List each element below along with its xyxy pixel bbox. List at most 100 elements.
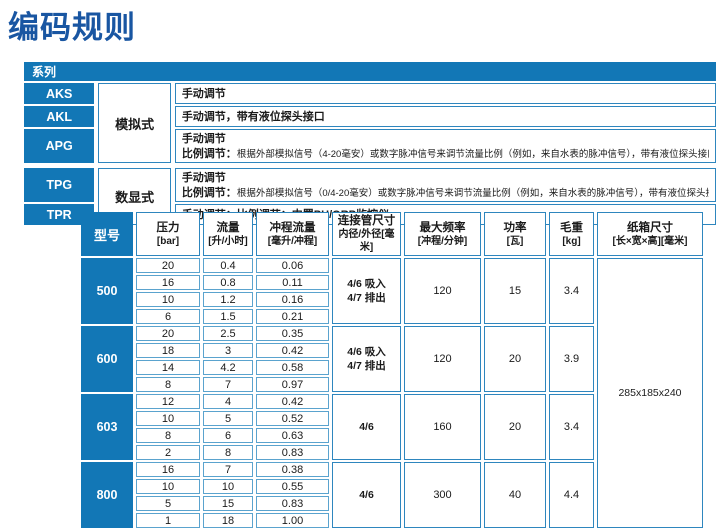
spec-power-800: 40: [484, 462, 546, 528]
series-description-line: 手动调节: [182, 170, 709, 185]
spec-connection-603: 4/6: [332, 394, 401, 460]
spec-connection-600: 4/6 吸入 4/7 排出: [332, 326, 401, 392]
spec-stroke-volume-value: 0.21: [256, 309, 329, 324]
spec-header-row: 型号 压力 [bar] 流量 [升/小时] 冲程流量 [毫升/冲程] 连接管尺寸 内径/外径[毫…: [81, 212, 703, 256]
spec-pressure-value: 16: [136, 462, 200, 477]
spec-flow-value: 1.2: [203, 292, 253, 307]
spec-pressure-value: 1: [136, 513, 200, 528]
series-row: TPG 数显式 手动调节 比例调节：根据外部模拟信号（0/4-20毫安）或数字脉冲信号…: [24, 168, 716, 225]
spec-col-unit: [冲程/分钟]: [417, 235, 468, 247]
spec-gross-weight-800: 4.4: [549, 462, 594, 528]
series-code-tpg: TPG: [24, 168, 95, 202]
series-description: 手动调节，带有液位探头接口: [174, 106, 716, 127]
spec-connection-line: 4/6: [359, 421, 374, 433]
series-description: 手动调节 比例调节：根据外部模拟信号（4-20毫安）或数字脉冲信号来调节流量比例（…: [174, 129, 716, 163]
page-title: 编码规则: [8, 10, 136, 45]
spec-stroke-volume-value: 0.97: [256, 377, 329, 392]
spec-carton-size: 285x185x240: [597, 258, 703, 528]
spec-connection-line: 4/7 排出: [347, 360, 386, 372]
spec-col-unit: [长×宽×高][毫米]: [612, 235, 688, 247]
spec-flow-value: 7: [203, 462, 253, 477]
spec-data-row: 18 3 0.42: [81, 343, 703, 358]
series-description-text: 手动调节，带有液位探头接口: [181, 111, 325, 123]
spec-pressure-value: 8: [136, 377, 200, 392]
spec-stroke-volume-value: 0.58: [256, 360, 329, 375]
series-description: 手动调节: [174, 83, 716, 104]
series-row: AKL 手动调节，带有液位探头接口: [24, 106, 716, 127]
spec-flow-value: 15: [203, 496, 253, 511]
spec-power-603: 20: [484, 394, 546, 460]
spec-data-row: 8 7 0.97: [81, 377, 703, 392]
spec-col-header-stroke-volume: 冲程流量 [毫升/冲程]: [256, 212, 329, 256]
spec-flow-value: 0.4: [203, 258, 253, 273]
spec-data-row: 5 15 0.83: [81, 496, 703, 511]
series-description-text: 比例调节：: [181, 187, 237, 199]
spec-data-row: 10 1.2 0.16: [81, 292, 703, 307]
series-description-line: 手动调节，带有液位探头接口: [182, 109, 709, 124]
spec-data-row: 6 1.5 0.21: [81, 309, 703, 324]
spec-stroke-volume-value: 0.06: [256, 258, 329, 273]
spec-pressure-value: 6: [136, 309, 200, 324]
spec-pressure-value: 12: [136, 394, 200, 409]
spec-stroke-volume-value: 0.16: [256, 292, 329, 307]
series-section-header: 系列: [24, 62, 716, 81]
spec-flow-value: 8: [203, 445, 253, 460]
spec-col-unit: [升/小时]: [208, 235, 248, 247]
series-description-text: 手动调节: [181, 172, 226, 184]
series-description-text: 手动调节: [181, 133, 226, 145]
spec-flow-value: 7: [203, 377, 253, 392]
spec-col-unit: [kg]: [562, 235, 581, 247]
spec-stroke-volume-value: 1.00: [256, 513, 329, 528]
spec-stroke-volume-value: 0.11: [256, 275, 329, 290]
spec-pressure-value: 18: [136, 343, 200, 358]
spec-connection-500: 4/6 吸入 4/7 排出: [332, 258, 401, 324]
spec-flow-value: 1.5: [203, 309, 253, 324]
spec-max-frequency-500: 120: [404, 258, 481, 324]
spec-pressure-value: 2: [136, 445, 200, 460]
spec-data-row: 2 8 0.83: [81, 445, 703, 460]
spec-flow-value: 4.2: [203, 360, 253, 375]
spec-flow-value: 2.5: [203, 326, 253, 341]
spec-stroke-volume-value: 0.38: [256, 462, 329, 477]
spec-power-500: 15: [484, 258, 546, 324]
spec-model-600: 600: [81, 326, 133, 392]
spec-col-title: 纸箱尺寸: [627, 221, 673, 234]
spec-model-603: 603: [81, 394, 133, 460]
series-code-aks: AKS: [24, 83, 95, 104]
series-description: 手动调节 比例调节：根据外部模拟信号（0/4-20毫安）或数字脉冲信号来调节流量比…: [174, 168, 716, 202]
spec-pressure-value: 8: [136, 428, 200, 443]
series-description-line: 比例调节：根据外部模拟信号（0/4-20毫安）或数字脉冲信号来调节流量比例（例如…: [182, 185, 709, 200]
spec-data-row: 8 6 0.63: [81, 428, 703, 443]
spec-flow-value: 4: [203, 394, 253, 409]
spec-col-title: 毛重: [560, 221, 583, 234]
spec-stroke-volume-value: 0.83: [256, 445, 329, 460]
spec-table: 型号 压力 [bar] 流量 [升/小时] 冲程流量 [毫升/冲程] 连接管尺寸 内径/外径[毫…: [78, 210, 706, 530]
series-description-line: 比例调节：根据外部模拟信号（4-20毫安）或数字脉冲信号来调节流量比例（例如，来…: [182, 146, 709, 161]
series-table: 系列 AKS 模拟式 手动调节 AKL 手动调节，带有液位探头接口 APG 手动调节 比例调节：…: [20, 60, 720, 227]
spec-pressure-value: 20: [136, 258, 200, 273]
spec-data-row: 600 20 2.5 0.35 4/6 吸入 4/7 排出 120 20 3.9: [81, 326, 703, 392]
spec-data-row: 10 5 0.52: [81, 411, 703, 426]
spec-pressure-value: 10: [136, 292, 200, 307]
spec-flow-value: 0.8: [203, 275, 253, 290]
series-row: AKS 模拟式 手动调节: [24, 83, 716, 163]
series-description-text: 手动调节: [181, 88, 226, 100]
spec-col-unit: 内径/外径[毫米]: [338, 229, 395, 253]
spec-col-header-power: 功率 [瓦]: [484, 212, 546, 256]
spec-connection-line: 4/6: [359, 489, 374, 501]
spec-stroke-volume-value: 0.83: [256, 496, 329, 511]
spec-col-unit: [bar]: [156, 235, 180, 247]
spec-data-row: 10 10 0.55: [81, 479, 703, 494]
spec-stroke-volume-value: 0.63: [256, 428, 329, 443]
spec-stroke-volume-value: 0.35: [256, 326, 329, 341]
spec-pressure-value: 20: [136, 326, 200, 341]
spec-model-800: 800: [81, 462, 133, 528]
series-description-line: 手动调节: [182, 131, 709, 146]
spec-flow-value: 3: [203, 343, 253, 358]
spec-flow-value: 18: [203, 513, 253, 528]
spec-connection-line: 4/6 吸入: [347, 278, 386, 290]
spec-col-header-connection: 连接管尺寸 内径/外径[毫米]: [332, 212, 401, 256]
series-description-detail: 根据外部模拟信号（4-20毫安）或数字脉冲信号来调节流量比例（例如，来自水表的脉…: [236, 149, 709, 160]
spec-data-row: 14 4.2 0.58: [81, 360, 703, 375]
spec-col-header-flow: 流量 [升/小时]: [203, 212, 253, 256]
